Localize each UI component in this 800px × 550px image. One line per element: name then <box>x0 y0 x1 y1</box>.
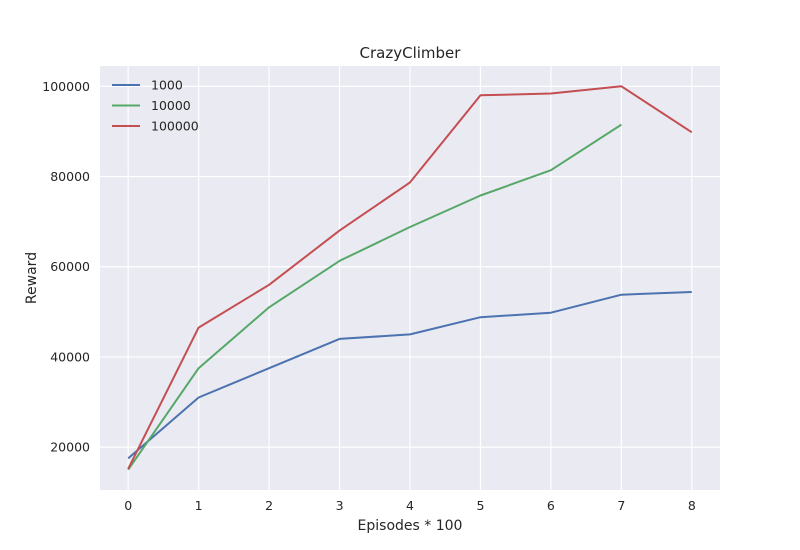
x-tick-label: 2 <box>265 498 273 513</box>
x-tick-label: 1 <box>195 498 203 513</box>
series-line-1000 <box>127 291 692 460</box>
legend-label: 100000 <box>151 119 199 134</box>
y-tick-label: 100000 <box>42 79 90 94</box>
x-tick-label: 0 <box>124 498 132 513</box>
y-tick-label: 80000 <box>50 169 90 184</box>
x-tick-label: 8 <box>688 498 696 513</box>
x-axis-label: Episodes * 100 <box>358 518 463 534</box>
legend-label: 1000 <box>151 78 183 93</box>
y-axis-label: Reward <box>24 252 40 304</box>
tick-labels: 0 1 2 3 4 5 6 7 8 20000 40000 60000 80000 100000 <box>42 79 696 513</box>
series-line-100000 <box>127 85 693 470</box>
y-tick-label: 20000 <box>50 440 90 455</box>
x-tick-label: 3 <box>336 498 344 513</box>
legend: 1000 10000 100000 <box>112 78 199 134</box>
series-line-10000 <box>127 123 622 471</box>
series-layer <box>127 85 693 471</box>
y-tick-label: 40000 <box>50 349 90 364</box>
x-tick-label: 5 <box>476 498 484 513</box>
x-tick-label: 6 <box>547 498 555 513</box>
y-tick-label: 60000 <box>50 259 90 274</box>
legend-label: 10000 <box>151 98 191 113</box>
x-tick-label: 7 <box>617 498 625 513</box>
grid <box>100 66 720 490</box>
x-tick-label: 4 <box>406 498 414 513</box>
chart-title: CrazyClimber <box>360 44 462 62</box>
